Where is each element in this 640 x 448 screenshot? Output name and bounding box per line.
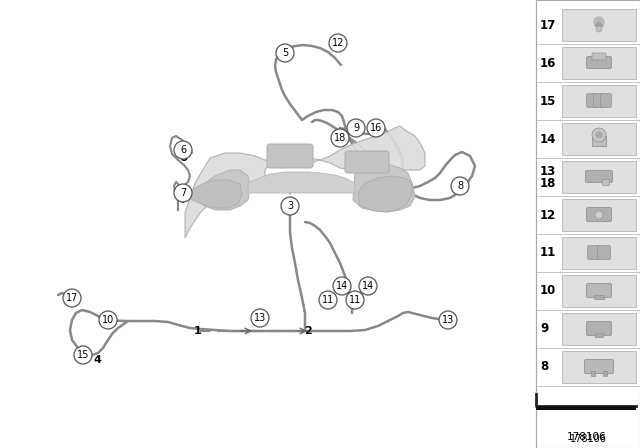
Text: 1: 1: [194, 326, 202, 336]
Bar: [594, 295, 604, 299]
Bar: [562, 351, 636, 383]
Circle shape: [595, 211, 603, 219]
FancyBboxPatch shape: [586, 322, 611, 336]
FancyBboxPatch shape: [592, 53, 606, 60]
Circle shape: [99, 311, 117, 329]
Polygon shape: [185, 126, 425, 238]
Circle shape: [74, 346, 92, 364]
FancyBboxPatch shape: [586, 171, 612, 182]
Text: 5: 5: [282, 48, 288, 58]
Text: 18: 18: [334, 133, 346, 143]
Polygon shape: [595, 22, 603, 26]
FancyBboxPatch shape: [586, 94, 598, 108]
Text: 13
18: 13 18: [540, 164, 556, 190]
Bar: [562, 161, 636, 193]
Text: 7: 7: [180, 188, 186, 198]
FancyBboxPatch shape: [602, 180, 609, 185]
Text: 11: 11: [349, 295, 361, 305]
Circle shape: [63, 289, 81, 307]
Text: 11: 11: [540, 246, 556, 259]
Text: 8: 8: [457, 181, 463, 191]
Text: 12: 12: [332, 38, 344, 48]
Circle shape: [276, 44, 294, 62]
Text: 6: 6: [180, 145, 186, 155]
Bar: [603, 371, 607, 376]
Text: 14: 14: [540, 133, 556, 146]
Text: 10: 10: [540, 284, 556, 297]
Text: 9: 9: [540, 323, 548, 336]
FancyBboxPatch shape: [586, 284, 611, 297]
Bar: [536, 0, 640, 448]
FancyBboxPatch shape: [586, 207, 611, 221]
Text: 15: 15: [77, 350, 89, 360]
FancyBboxPatch shape: [593, 94, 605, 108]
Circle shape: [439, 311, 457, 329]
Text: 12: 12: [540, 208, 556, 221]
Text: 7: 7: [179, 195, 187, 205]
FancyBboxPatch shape: [584, 359, 614, 374]
Text: 2: 2: [304, 326, 312, 336]
Text: 14: 14: [336, 281, 348, 291]
Circle shape: [596, 132, 602, 138]
FancyBboxPatch shape: [586, 56, 611, 69]
Text: 3: 3: [287, 201, 293, 211]
Bar: [562, 85, 636, 117]
Text: 4: 4: [93, 355, 101, 365]
Bar: [562, 47, 636, 79]
Polygon shape: [192, 170, 250, 210]
Bar: [562, 199, 636, 231]
Text: 15: 15: [540, 95, 556, 108]
Circle shape: [451, 177, 469, 195]
Circle shape: [347, 119, 365, 137]
Bar: [536, 406, 636, 410]
Text: 14: 14: [362, 281, 374, 291]
Bar: [592, 136, 606, 146]
Circle shape: [329, 34, 347, 52]
FancyBboxPatch shape: [267, 144, 313, 168]
FancyBboxPatch shape: [588, 246, 600, 259]
Bar: [562, 275, 636, 307]
Circle shape: [281, 197, 299, 215]
Bar: [591, 371, 595, 376]
Circle shape: [174, 184, 192, 202]
Text: 16: 16: [540, 56, 556, 69]
Text: 178106: 178106: [567, 432, 607, 442]
Circle shape: [319, 291, 337, 309]
Text: 17: 17: [540, 18, 556, 31]
Bar: [562, 313, 636, 345]
Polygon shape: [358, 176, 412, 212]
Text: 6: 6: [179, 153, 187, 163]
Text: 3: 3: [285, 203, 293, 213]
Circle shape: [333, 277, 351, 295]
Text: 178106: 178106: [570, 434, 607, 444]
Circle shape: [346, 291, 364, 309]
Circle shape: [174, 141, 192, 159]
Text: 9: 9: [353, 123, 359, 133]
Circle shape: [596, 26, 602, 32]
Bar: [562, 9, 636, 41]
Polygon shape: [353, 164, 415, 212]
Text: 10: 10: [102, 315, 114, 325]
Circle shape: [594, 17, 604, 27]
FancyBboxPatch shape: [598, 246, 611, 259]
Bar: [562, 123, 636, 155]
Text: 17: 17: [66, 293, 78, 303]
Text: 13: 13: [442, 315, 454, 325]
Bar: [595, 333, 603, 337]
FancyBboxPatch shape: [600, 94, 611, 108]
Circle shape: [251, 309, 269, 327]
Circle shape: [359, 277, 377, 295]
Circle shape: [367, 119, 385, 137]
Polygon shape: [248, 172, 355, 193]
FancyBboxPatch shape: [345, 151, 389, 173]
Text: 13: 13: [254, 313, 266, 323]
Circle shape: [331, 129, 349, 147]
Text: 8: 8: [540, 361, 548, 374]
Polygon shape: [188, 180, 242, 208]
Text: 11: 11: [322, 295, 334, 305]
Circle shape: [592, 128, 606, 142]
Bar: [562, 237, 636, 269]
Text: 16: 16: [370, 123, 382, 133]
